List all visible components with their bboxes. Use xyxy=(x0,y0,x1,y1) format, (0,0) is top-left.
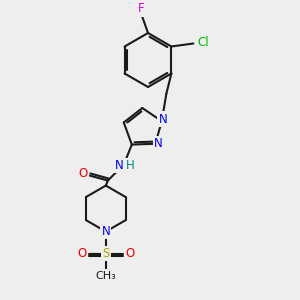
Text: O: O xyxy=(78,167,87,180)
Text: O: O xyxy=(125,247,134,260)
Text: N: N xyxy=(158,113,167,126)
Text: F: F xyxy=(138,2,144,16)
Text: CH₃: CH₃ xyxy=(95,271,116,281)
Text: S: S xyxy=(102,247,110,260)
Text: Cl: Cl xyxy=(198,36,209,49)
Text: N: N xyxy=(154,137,163,150)
Text: H: H xyxy=(125,159,134,172)
Text: O: O xyxy=(77,247,86,260)
Text: N: N xyxy=(114,159,123,172)
Text: N: N xyxy=(101,225,110,238)
